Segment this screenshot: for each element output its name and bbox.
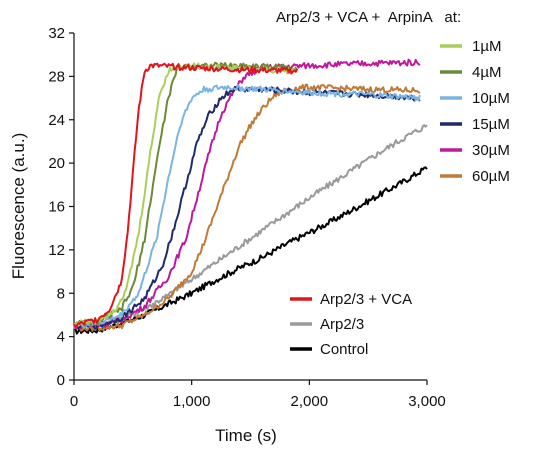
legend-label: 15µM [472,116,510,133]
y-tick-label: 20 [48,155,65,172]
series-line-60-m [73,83,421,332]
legend-label: 1µM [472,38,501,55]
axes [73,33,427,381]
legend-label: 60µM [472,168,510,185]
legend-label: 30µM [472,142,510,159]
series-line-10-m [73,84,421,329]
legend-label: 10µM [472,90,510,107]
series-layer [73,58,428,335]
series-line-4-m [73,61,298,328]
x-tick-label: 1,000 [173,393,211,410]
ticks: 0 4 8 12 16 20 24 28 32 0 1,000 2,000 3,000 [48,25,445,410]
series-line-1-m [73,62,298,327]
y-axis-title: Fluorescence (a.u.) [9,133,28,279]
series-line-30-m [73,58,421,330]
legend-top-heading: Arp2/3 + VCA + ArpinA at: [276,9,461,26]
y-tick-label: 32 [48,25,65,42]
x-tick-label: 3,000 [408,393,446,410]
y-tick-label: 24 [48,112,65,129]
y-tick-label: 4 [57,329,65,346]
legend-label: Arp2/3 + VCA [320,291,412,308]
y-tick-label: 0 [57,372,65,389]
legend-top: Arp2/3 + VCA + ArpinA at: 1µM 4µM 10µM 15µM… [276,9,510,185]
x-tick-label: 2,000 [291,393,329,410]
legend-label: Arp2/3 [320,316,364,333]
x-tick-label: 0 [70,393,78,410]
y-tick-label: 16 [48,199,65,216]
y-tick-label: 28 [48,68,65,85]
legend-bottom: Arp2/3 + VCA Arp2/3 Control [290,291,412,358]
series-line-15-m [73,85,421,330]
x-axis-title: Time (s) [215,426,277,445]
y-tick-label: 8 [57,285,65,302]
series-line-arp2-3-vca [73,62,299,328]
legend-label: 4µM [472,64,501,81]
legend-label: Control [320,341,368,358]
y-tick-label: 12 [48,242,65,259]
